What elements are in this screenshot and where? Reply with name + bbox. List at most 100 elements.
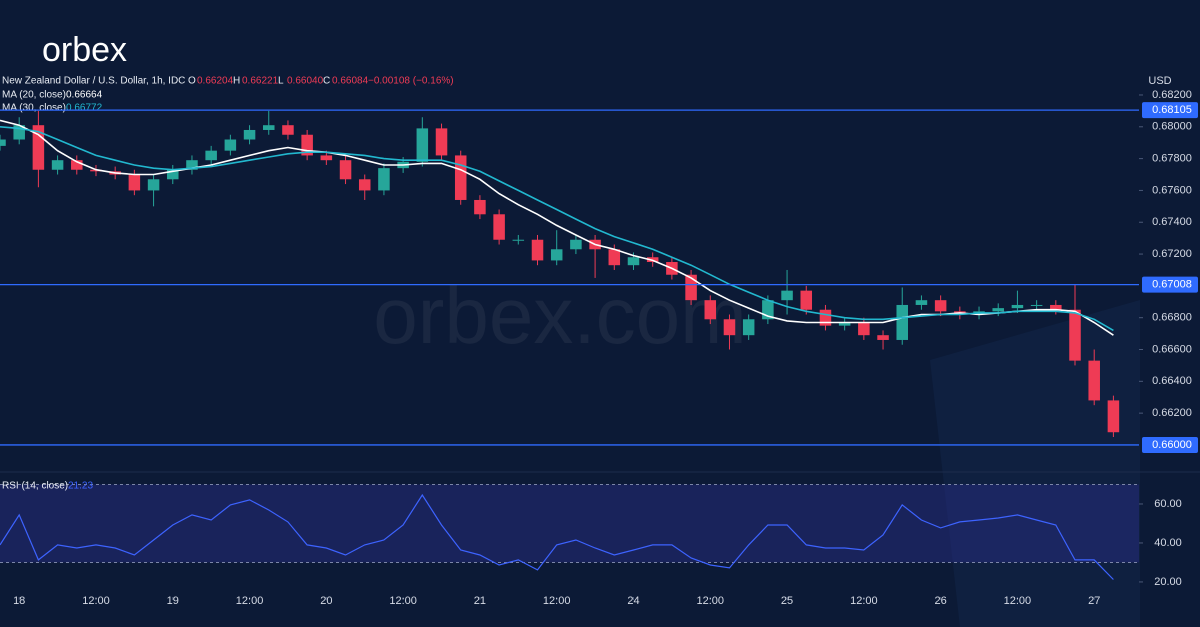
currency-label: USD [1148,75,1171,87]
ohlc-key: L [278,76,284,87]
candle-body [742,319,755,336]
level-label-box [1142,436,1198,453]
x-tick-label: 12:00 [389,595,417,607]
candle-body [608,249,621,266]
x-tick-label: 27 [1088,595,1100,607]
candle-body [90,169,102,172]
rsi-band [0,484,1139,563]
candle-body [167,169,179,180]
legend-name: MA (30, close) [2,103,66,114]
x-tick-label: 18 [13,595,25,607]
y-tick-label: 0.68200 [1152,89,1192,101]
ohlc-key: C [323,76,330,87]
candle-body [877,335,889,340]
legend-value: 0.66664 [66,90,103,101]
candle-body [800,290,813,310]
rsi-tick-label: 60.00 [1154,498,1182,510]
ohlc-key: H [233,76,240,87]
candle-body [858,322,870,336]
candle-body [819,309,832,326]
candle-body [454,155,467,200]
candle-body [378,168,390,191]
rsi-tick-label: 40.00 [1154,537,1182,549]
ohlc-value: 0.66084 [332,76,369,87]
candle-body [0,139,6,146]
candle-body [1030,304,1043,306]
y-tick-label: 0.66800 [1152,312,1192,324]
y-tick-label: 0.67200 [1152,248,1192,260]
candle-body [570,239,582,250]
candle-body [186,160,198,170]
level-label: 0.68105 [1152,104,1192,116]
level-label-box [1142,102,1198,119]
x-tick-label: 12:00 [236,595,264,607]
candle-body [243,129,256,140]
candle-body [282,125,294,135]
candle-body [13,125,25,140]
x-tick-label: 26 [935,595,947,607]
ma-line [0,126,1114,332]
candle-body [128,174,141,191]
x-tick-label: 12:00 [697,595,725,607]
candle-body [896,304,909,340]
candle-body [1011,304,1024,309]
watermark: orbex.com [373,271,746,360]
x-tick-label: 19 [167,595,179,607]
ohlc-value: 0.66204 [197,76,234,87]
candle-body [493,214,505,240]
candle-body [723,319,736,336]
candle-body [512,239,525,241]
candle-body [262,125,275,130]
candle-body [992,308,1004,312]
candle-body [685,274,697,301]
change-text: −0.00108 (−0.16%) [368,76,454,87]
candle-body [32,125,45,170]
x-tick-label: 25 [781,595,793,607]
ohlc-key: O [188,76,196,87]
candle-body [1107,400,1120,433]
ohlc-value: 0.66221 [242,76,279,87]
symbol-title: New Zealand Dollar / U.S. Dollar, 1h, ID… [2,76,185,87]
candle-body [838,322,851,326]
y-tick-label: 0.66600 [1152,343,1192,355]
candle-body [1069,309,1081,361]
candle-body [301,134,313,156]
candle-body [1050,304,1062,310]
x-tick-label: 21 [474,595,486,607]
candle-body [339,160,352,180]
candle-body [224,139,237,151]
x-tick-label: 12:00 [1004,595,1032,607]
y-tick-label: 0.67800 [1152,153,1192,165]
candle-body [358,179,371,191]
x-tick-label: 12:00 [82,595,110,607]
y-tick-label: 0.66400 [1152,375,1192,387]
brand-logo: orbex [42,31,127,69]
candle-body [915,300,928,305]
x-tick-label: 12:00 [850,595,878,607]
y-tick-label: 0.67600 [1152,184,1192,196]
rsi-name: RSI (14, close) [2,481,68,492]
decor-shape [930,300,1140,627]
x-tick-label: 20 [320,595,332,607]
candle-body [550,249,563,261]
candle-body [531,239,544,261]
candle-body [474,199,486,215]
y-tick-label: 0.68000 [1152,121,1192,133]
candle-body [934,300,947,312]
candle-body [627,257,640,266]
level-label: 0.67008 [1152,279,1192,291]
level-label-box [1142,276,1198,293]
x-tick-label: 24 [627,595,639,607]
candle-body [51,160,64,170]
candle-body [435,128,448,156]
y-tick-label: 0.66200 [1152,407,1192,419]
candle-body [205,150,217,161]
level-label: 0.66000 [1152,439,1192,451]
candle-body [147,179,160,191]
rsi-tick-label: 20.00 [1154,576,1182,588]
rsi-value: 21.23 [68,481,93,492]
legend-name: MA (20, close) [2,90,66,101]
candle-body [71,160,83,170]
candle-body [320,155,333,161]
